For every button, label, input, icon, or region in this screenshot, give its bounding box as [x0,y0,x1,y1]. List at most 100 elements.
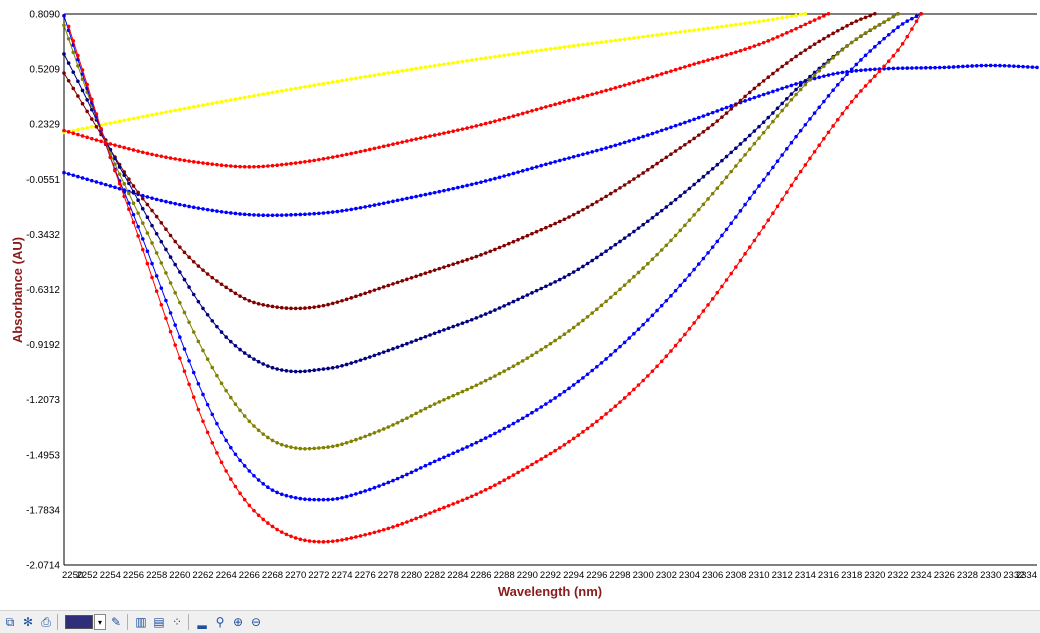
data-point [673,149,678,153]
bar-chart-icon[interactable]: ▂ [197,615,207,629]
data-point [544,162,548,167]
data-point [798,24,803,29]
data-point [293,86,298,91]
snowflake-icon[interactable]: ✻ [22,615,34,629]
scatter-icon[interactable]: ⁘ [171,615,183,629]
data-point [326,156,330,160]
data-point [432,459,437,464]
data-point [150,275,154,280]
data-point [247,298,252,303]
data-point [451,451,456,456]
series-4 [62,12,877,311]
x-tick-label: 2260 [169,570,190,581]
data-point [154,231,159,236]
data-point [460,321,465,326]
data-point [456,185,460,190]
data-point [534,460,539,464]
data-point [465,387,469,392]
data-point [219,430,224,435]
data-point [182,347,187,351]
copy-icon[interactable]: ⧉ [5,614,15,629]
data-point [381,285,386,289]
data-point [544,105,548,109]
print-icon[interactable]: ⎙ [41,614,51,629]
data-point [766,18,771,22]
data-point [372,430,377,435]
data-point [937,65,942,70]
data-point [646,34,650,38]
color-swatch[interactable] [65,615,93,629]
data-point [673,233,678,238]
data-point [849,21,854,26]
x-tick-label: 2322 [887,570,908,581]
data-point [1025,65,1030,69]
vertical-grid-icon[interactable]: ▥ [135,615,147,629]
data-point [62,13,66,18]
data-point [256,359,261,364]
data-point [646,76,650,81]
data-point [414,468,418,472]
data-point [650,215,655,220]
data-point [349,77,354,81]
data-point [891,54,896,58]
data-point [553,159,557,164]
data-point [738,209,743,213]
data-point [789,97,794,102]
data-point [655,33,659,37]
data-point [803,122,808,127]
data-point [863,53,868,58]
data-point [391,478,395,483]
data-point [479,56,483,61]
data-point [335,154,340,159]
data-point [131,116,136,121]
data-point [418,66,423,70]
data-point [530,353,534,358]
data-point [168,281,173,285]
data-point [798,80,803,85]
zoom-out-icon[interactable]: ⊖ [250,615,262,629]
data-point [298,446,303,451]
data-point [85,125,89,130]
zoom-in-icon[interactable]: ⊕ [232,615,244,629]
data-point [270,304,275,309]
data-point [553,396,557,400]
zoom-icon[interactable]: ⚲ [215,615,225,629]
data-point [238,212,242,216]
data-point [863,84,868,88]
data-point [720,54,724,58]
horizontal-grid-icon[interactable]: ▤ [153,615,165,629]
data-point [785,103,789,107]
data-point [905,66,910,70]
data-point [442,455,446,460]
data-point [562,45,567,49]
data-point [451,129,456,133]
data-point [201,268,205,272]
data-point [752,20,757,24]
data-point [692,62,696,66]
data-point [627,336,632,340]
data-point [488,249,493,254]
data-point [590,423,594,427]
brush-icon[interactable]: ✎ [110,615,122,629]
data-point [659,72,664,76]
data-point [418,514,423,519]
data-point [354,150,358,155]
dropdown-icon[interactable]: ▾ [94,614,106,630]
data-point [720,284,724,289]
data-point [539,163,544,168]
data-point [812,111,817,115]
data-point [150,261,154,266]
data-point [539,48,544,52]
x-tick-label: 2306 [702,570,723,581]
data-point [289,445,293,449]
data-point [854,68,859,73]
data-point [761,79,766,83]
data-point [567,329,571,333]
chart: 0.8090 0.5209 0.2329 -0.0551 -0.3432 -0.6312 -… [10,10,1039,599]
data-point [136,211,140,215]
data-point [743,152,747,157]
data-point [344,208,349,212]
data-point [604,357,608,361]
data-point [706,251,710,255]
data-point [252,93,256,98]
